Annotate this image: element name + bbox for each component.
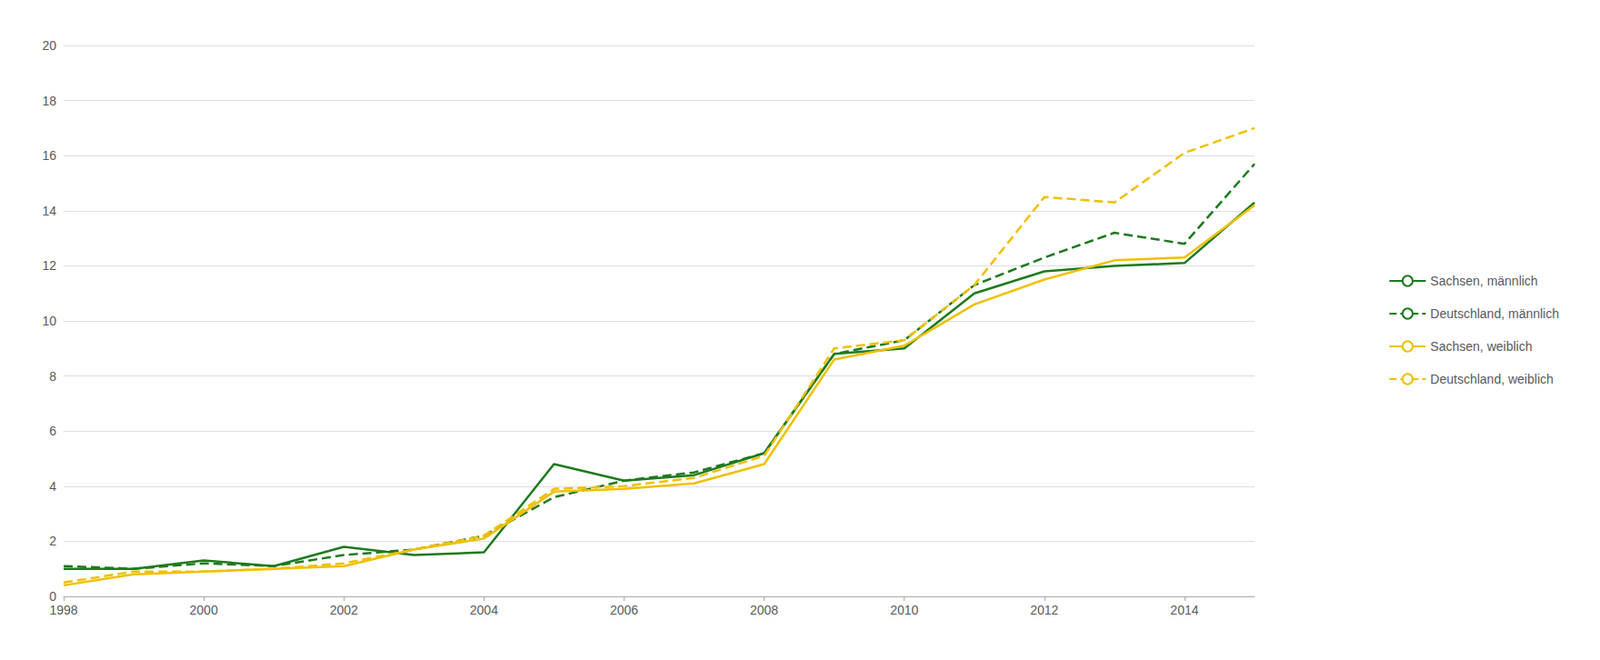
svg-text:Deutschland, männlich: Deutschland, männlich [1430, 306, 1560, 321]
svg-text:0: 0 [49, 589, 57, 604]
svg-text:8: 8 [49, 369, 57, 384]
svg-text:2000: 2000 [190, 602, 219, 618]
svg-text:Deutschland, weiblich: Deutschland, weiblich [1430, 371, 1553, 387]
svg-text:12: 12 [41, 258, 57, 273]
svg-text:2006: 2006 [610, 602, 639, 618]
svg-text:14: 14 [41, 203, 57, 219]
svg-text:4: 4 [49, 479, 57, 494]
svg-text:18: 18 [41, 93, 57, 109]
svg-text:2014: 2014 [1170, 602, 1199, 618]
svg-text:10: 10 [41, 313, 57, 329]
svg-text:1998: 1998 [49, 602, 78, 618]
svg-text:2: 2 [49, 533, 57, 549]
svg-text:2002: 2002 [330, 602, 359, 618]
svg-text:2012: 2012 [1030, 602, 1059, 618]
svg-text:Sachsen, weiblich: Sachsen, weiblich [1430, 339, 1532, 354]
svg-text:2004: 2004 [470, 602, 499, 618]
svg-text:2010: 2010 [890, 602, 919, 618]
svg-text:20: 20 [41, 38, 57, 53]
svg-text:6: 6 [49, 423, 57, 439]
svg-text:2008: 2008 [750, 602, 779, 618]
svg-text:Sachsen, männlich: Sachsen, männlich [1430, 273, 1538, 289]
svg-text:16: 16 [41, 148, 57, 163]
